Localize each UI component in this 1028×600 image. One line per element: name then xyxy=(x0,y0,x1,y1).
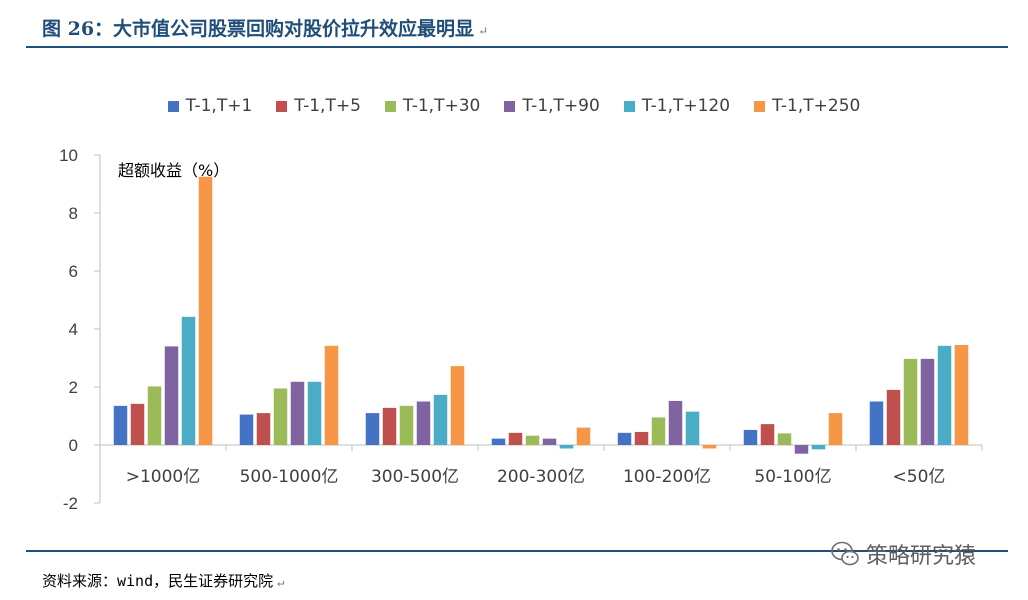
y-tick-label: 10 xyxy=(59,146,78,165)
bar xyxy=(777,433,792,445)
bar xyxy=(886,389,901,445)
bar xyxy=(239,414,254,445)
y-tick-label: -2 xyxy=(63,494,78,513)
legend-item: T-1,T+1 xyxy=(167,96,253,116)
bar xyxy=(164,346,179,445)
x-tick-label: 50-100亿 xyxy=(754,467,831,487)
bar xyxy=(634,431,649,445)
legend-item: T-1,T+250 xyxy=(754,96,860,116)
legend-label: T-1,T+1 xyxy=(185,96,253,116)
y-tick-label: 0 xyxy=(69,436,78,455)
bar xyxy=(668,400,683,445)
legend-swatch xyxy=(623,100,635,112)
bar xyxy=(433,394,448,445)
bar xyxy=(307,381,322,445)
bar xyxy=(954,344,969,445)
bar xyxy=(382,407,397,445)
bar xyxy=(491,438,506,445)
x-tick-label: >1000亿 xyxy=(126,467,201,487)
bar xyxy=(542,438,557,445)
bar xyxy=(828,413,843,445)
legend-label: T-1,T+5 xyxy=(294,96,361,116)
x-tick-label: 200-300亿 xyxy=(497,467,585,487)
paragraph-mark: ↵ xyxy=(277,575,285,589)
bar xyxy=(508,432,523,445)
legend-swatch xyxy=(276,100,288,112)
bar xyxy=(811,445,826,450)
bar xyxy=(399,405,414,445)
legend-swatch xyxy=(384,100,396,112)
bar xyxy=(869,401,884,445)
figure-title: 图 26：大市值公司股票回购对股价拉升效应最明显 ↵ xyxy=(42,14,488,41)
bar xyxy=(525,435,540,445)
bar xyxy=(702,445,717,449)
bar xyxy=(181,316,196,445)
legend-swatch xyxy=(504,100,516,112)
y-tick-label: 4 xyxy=(69,320,78,339)
bar xyxy=(416,401,431,445)
bar xyxy=(794,445,809,454)
legend-item: T-1,T+30 xyxy=(384,96,481,116)
bar xyxy=(685,411,700,445)
bar xyxy=(365,413,380,445)
bar xyxy=(290,381,305,445)
y-tick-label: 8 xyxy=(69,204,78,223)
bar xyxy=(273,388,288,445)
bar xyxy=(651,417,666,445)
bar xyxy=(559,445,574,449)
legend-label: T-1,T+250 xyxy=(772,96,861,116)
wechat-icon xyxy=(831,541,859,566)
watermark: 策略研究猿 xyxy=(830,538,976,570)
legend-item: T-1,T+120 xyxy=(623,96,731,116)
bar xyxy=(147,386,162,445)
y-axis-label: 超额收益（%） xyxy=(118,161,229,180)
chart-legend: T-1,T+1 T-1,T+5 T-1,T+30 T-1,T+90 T-1,T+120 T… xyxy=(0,96,1028,116)
bar xyxy=(760,424,775,445)
watermark-text: 策略研究猿 xyxy=(866,544,977,569)
source-note: 资料来源：wind，民生证券研究院 ↵ xyxy=(42,570,284,591)
bottom-divider xyxy=(26,550,1008,552)
legend-label: T-1,T+90 xyxy=(522,96,600,116)
bar xyxy=(920,358,935,445)
x-tick-label: <50亿 xyxy=(893,467,946,487)
bar xyxy=(324,345,339,445)
legend-label: T-1,T+120 xyxy=(641,96,731,116)
source-text: 资料来源：wind，民生证券研究院 xyxy=(42,572,274,590)
bar xyxy=(450,366,465,445)
paragraph-mark: ↵ xyxy=(478,24,489,38)
bar xyxy=(130,403,145,445)
top-divider xyxy=(26,46,1008,48)
bar xyxy=(743,429,758,445)
legend-label: T-1,T+30 xyxy=(402,96,481,116)
bar xyxy=(903,358,918,445)
x-tick-label: 300-500亿 xyxy=(371,467,459,487)
bar xyxy=(576,427,591,445)
bar xyxy=(113,405,128,445)
legend-item: T-1,T+5 xyxy=(276,96,361,116)
y-tick-label: 6 xyxy=(69,262,78,281)
bar xyxy=(256,413,271,445)
legend-item: T-1,T+90 xyxy=(504,96,600,116)
x-tick-label: 500-1000亿 xyxy=(240,467,339,487)
legend-swatch xyxy=(167,100,179,112)
figure-title-text: 图 26：大市值公司股票回购对股价拉升效应最明显 xyxy=(42,18,475,40)
legend-swatch xyxy=(754,100,766,112)
bar xyxy=(937,345,952,445)
bar xyxy=(617,432,632,445)
bar xyxy=(198,176,213,445)
y-tick-label: 2 xyxy=(69,378,78,397)
x-tick-label: 100-200亿 xyxy=(623,467,711,487)
